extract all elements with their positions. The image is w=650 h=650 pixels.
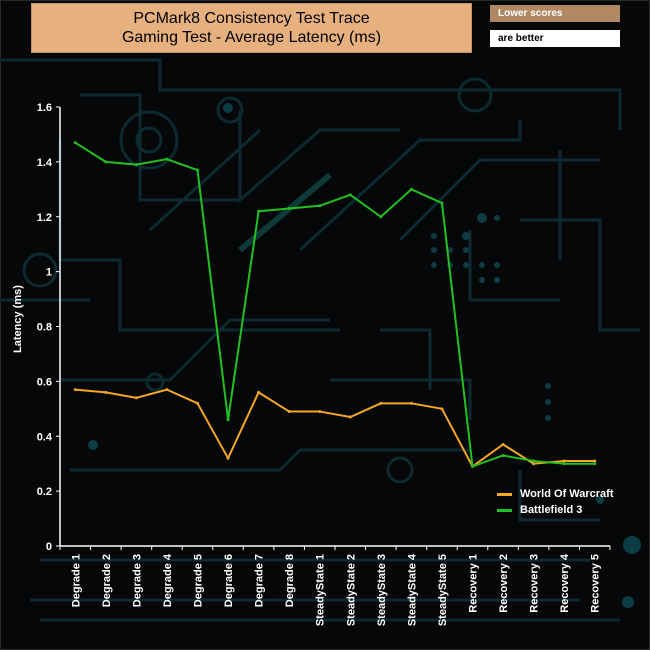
data-point: [409, 401, 413, 405]
x-tick-label: Recovery 4: [559, 553, 571, 613]
x-tick-label: Degrade 2: [101, 554, 113, 607]
x-tick-label: SteadyState 1: [315, 554, 327, 626]
data-point: [318, 410, 322, 414]
data-point: [226, 418, 230, 422]
note-lower-scores: Lower scores: [490, 5, 620, 22]
x-tick-label: Recovery 2: [498, 554, 510, 613]
data-point: [73, 141, 77, 145]
x-tick-label: SteadyState 3: [376, 554, 388, 626]
data-point: [379, 215, 383, 219]
data-point: [287, 410, 291, 414]
data-point: [409, 187, 413, 191]
y-axis-label: Latency (ms): [12, 285, 24, 353]
x-tick-label: Recovery 1: [468, 554, 480, 613]
data-point: [226, 456, 230, 460]
x-tick-label: SteadyState 5: [437, 554, 449, 626]
legend-label-series1: World Of Warcraft: [520, 488, 614, 500]
y-tick-label: 0: [46, 541, 52, 553]
data-point: [104, 390, 108, 394]
x-tick-label: Degrade 5: [193, 554, 205, 607]
legend-swatch-series2: [497, 508, 512, 512]
x-tick-label: Degrade 7: [254, 554, 266, 607]
data-point: [440, 407, 444, 411]
y-axis-ticks: 0 0.2 0.4 0.6 0.8 1 1.2 1.4 1.6: [37, 102, 60, 553]
data-point: [440, 201, 444, 205]
chart-title-line1: PCMark8 Consistency Test Trace: [133, 10, 370, 27]
x-axis-ticks: Degrade 1 Degrade 2 Degrade 3 Degrade 4 Degr…: [59, 546, 611, 626]
x-tick-label: SteadyState 4: [406, 553, 418, 626]
data-point: [562, 462, 566, 466]
y-tick-label: 0.2: [37, 486, 52, 498]
data-point: [73, 388, 77, 392]
note-are-better: are better: [490, 30, 620, 47]
y-tick-label: 0.6: [37, 376, 52, 388]
data-point: [134, 163, 138, 167]
data-point: [165, 157, 169, 161]
y-tick-label: 0.4: [37, 431, 53, 443]
legend-item-series1: World Of Warcraft: [497, 486, 614, 502]
data-point: [593, 459, 597, 463]
x-tick-label: Recovery 5: [590, 554, 602, 613]
y-tick-label: 1.2: [37, 212, 52, 224]
x-tick-label: Recovery 3: [529, 554, 541, 613]
y-tick-label: 1.6: [37, 102, 52, 114]
data-point: [532, 459, 536, 463]
x-tick-label: Degrade 6: [223, 554, 235, 607]
data-point: [196, 401, 199, 405]
data-point: [379, 401, 383, 405]
data-point: [348, 415, 352, 419]
data-point: [501, 442, 505, 446]
legend: World Of Warcraft Battlefield 3: [497, 486, 614, 518]
x-tick-label: Degrade 1: [70, 554, 82, 607]
data-point: [257, 390, 261, 394]
x-tick-label: Degrade 4: [162, 553, 174, 607]
legend-swatch-series1: [497, 492, 512, 496]
data-point: [165, 388, 169, 392]
legend-label-series2: Battlefield 3: [520, 504, 583, 516]
data-point: [287, 207, 291, 211]
x-tick-label: Degrade 3: [131, 554, 143, 607]
data-point: [134, 396, 138, 400]
data-point: [562, 459, 566, 463]
series-layer: [73, 141, 597, 468]
chart-title-line2: Gaming Test - Average Latency (ms): [121, 29, 382, 46]
y-tick-label: 1.4: [37, 157, 53, 169]
data-point: [532, 462, 536, 466]
y-tick-label: 0.8: [37, 322, 52, 334]
data-point: [471, 464, 474, 468]
data-point: [593, 462, 597, 466]
data-point: [257, 209, 261, 213]
legend-item-series2: Battlefield 3: [497, 502, 614, 518]
series-line-1: [75, 388, 595, 468]
chart-title-box: PCMark8 Consistency Test Trace Gaming Te…: [31, 3, 472, 53]
x-tick-label: SteadyState 2: [345, 554, 357, 626]
chart-axes: [59, 107, 610, 547]
data-point: [104, 160, 108, 164]
data-point: [196, 168, 199, 172]
data-point: [318, 204, 322, 208]
y-tick-label: 1: [46, 267, 52, 279]
data-point: [501, 453, 505, 457]
series-line-2: [74, 141, 595, 468]
data-point: [348, 193, 352, 197]
x-tick-label: Degrade 8: [284, 554, 296, 607]
